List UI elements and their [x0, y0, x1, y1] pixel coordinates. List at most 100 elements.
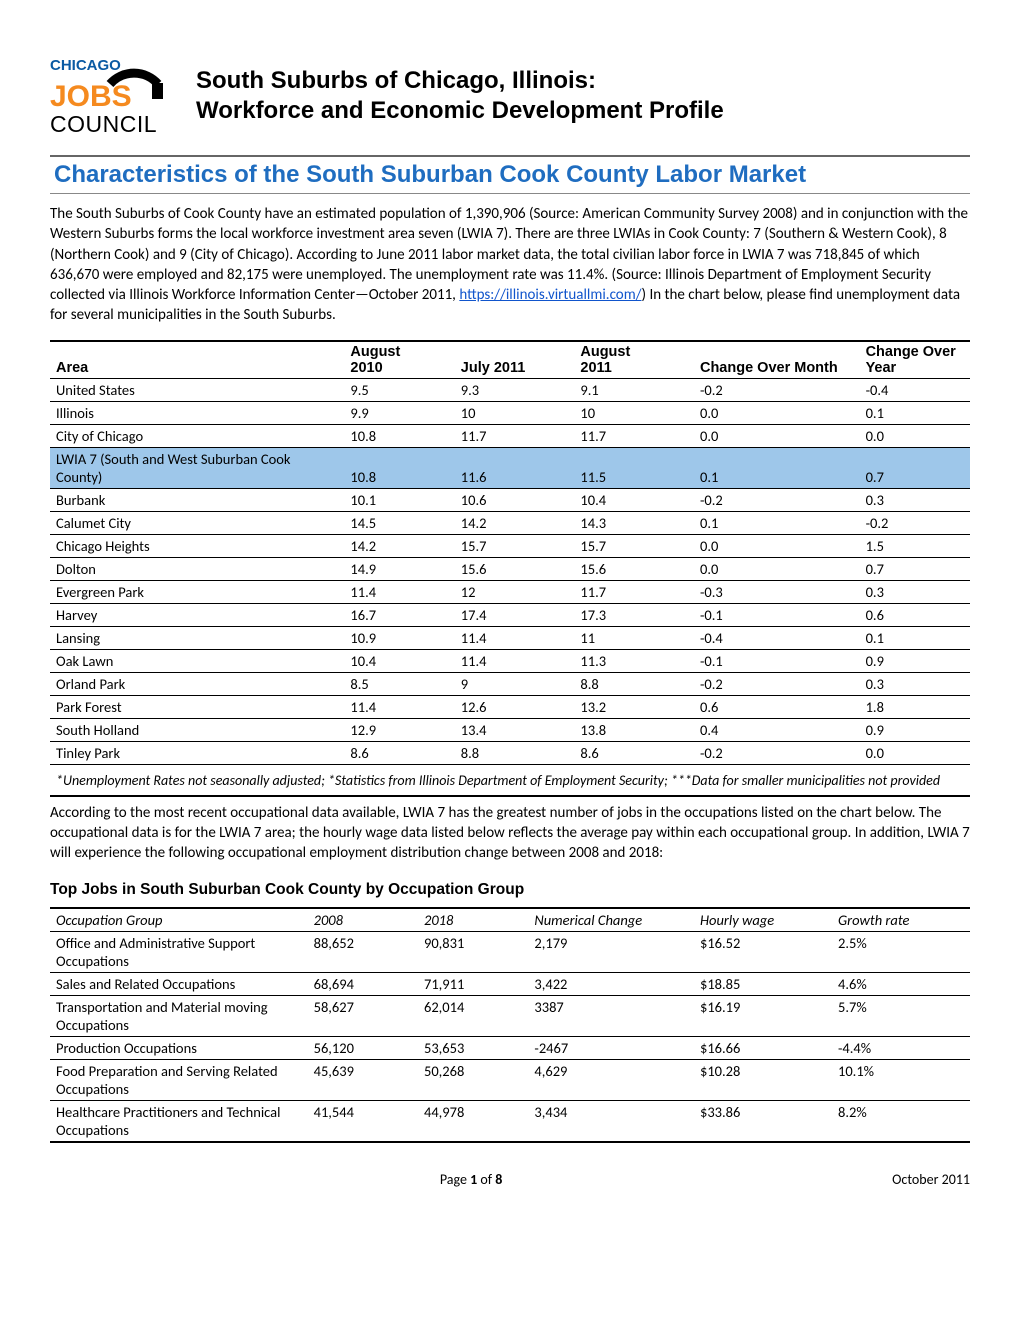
table-cell: United States — [50, 378, 344, 401]
table-row: LWIA 7 (South and West Suburban Cook Cou… — [50, 447, 970, 488]
table-cell: 15.7 — [455, 534, 575, 557]
table-cell: -0.3 — [694, 580, 860, 603]
table-row: Illinois9.910100.00.1 — [50, 401, 970, 424]
table-cell: 0.0 — [694, 401, 860, 424]
table-cell: 17.4 — [455, 603, 575, 626]
table-header: Hourly wage — [694, 909, 832, 932]
page-number: Page 1 of 8 — [440, 1171, 502, 1188]
table-cell: $33.86 — [694, 1101, 832, 1142]
page-footer: Page 1 of 8 October 2011 — [50, 1171, 970, 1188]
table-cell: 8.8 — [455, 741, 575, 764]
table-header: Occupation Group — [50, 909, 308, 932]
header-row: CHICAGO JOBS COUNCIL South Suburbs of Ch… — [50, 50, 970, 141]
table-cell: 14.2 — [455, 511, 575, 534]
table-cell: City of Chicago — [50, 424, 344, 447]
table-cell: 50,268 — [418, 1060, 528, 1101]
table-cell: 14.9 — [344, 557, 454, 580]
unemployment-table-wrap: AreaAugust2010July 2011August2011Change … — [50, 340, 970, 797]
table-cell: 12 — [455, 580, 575, 603]
table-cell: 4,629 — [528, 1060, 694, 1101]
logo-chicago-jobs-council: CHICAGO JOBS COUNCIL — [50, 50, 178, 141]
table-row: Calumet City14.514.214.30.1-0.2 — [50, 511, 970, 534]
table-cell: 15.6 — [455, 557, 575, 580]
table-cell: 53,653 — [418, 1037, 528, 1060]
section-heading: Characteristics of the South Suburban Co… — [50, 155, 970, 194]
table-cell: -0.4 — [694, 626, 860, 649]
table-cell: 5.7% — [832, 996, 970, 1037]
table-cell: -0.4 — [860, 378, 970, 401]
table-cell: 0.1 — [860, 401, 970, 424]
logo-svg: CHICAGO JOBS COUNCIL — [50, 50, 178, 136]
table-cell: -0.2 — [694, 488, 860, 511]
unemployment-thead: AreaAugust2010July 2011August2011Change … — [50, 342, 970, 379]
table-cell: 9.3 — [455, 378, 575, 401]
table-row: Transportation and Material moving Occup… — [50, 996, 970, 1037]
footer-date: October 2011 — [892, 1171, 970, 1188]
table-cell: 0.0 — [694, 534, 860, 557]
table-cell: 11.7 — [455, 424, 575, 447]
table-row: Office and Administrative Support Occupa… — [50, 932, 970, 973]
table-cell: 90,831 — [418, 932, 528, 973]
table-row: City of Chicago10.811.711.70.00.0 — [50, 424, 970, 447]
table-cell: 8.6 — [344, 741, 454, 764]
occupations-table: Occupation Group20082018Numerical Change… — [50, 909, 970, 1142]
table-cell: 56,120 — [308, 1037, 418, 1060]
table-cell: LWIA 7 (South and West Suburban Cook Cou… — [50, 447, 344, 488]
table-cell: 1.5 — [860, 534, 970, 557]
table-cell: Evergreen Park — [50, 580, 344, 603]
table-cell: Park Forest — [50, 695, 344, 718]
table-cell: 12.6 — [455, 695, 575, 718]
table-cell: 11 — [574, 626, 694, 649]
table-cell: 10.9 — [344, 626, 454, 649]
table-cell: 0.7 — [860, 557, 970, 580]
table-row: Food Preparation and Serving Related Occ… — [50, 1060, 970, 1101]
table-cell: 9.5 — [344, 378, 454, 401]
logo-jobs-text: JOBS — [50, 80, 132, 113]
table-cell: 10.1 — [344, 488, 454, 511]
table-cell: 0.1 — [694, 511, 860, 534]
table-cell: 0.0 — [860, 424, 970, 447]
intro-paragraph: The South Suburbs of Cook County have an… — [50, 204, 970, 326]
table-cell: -2467 — [528, 1037, 694, 1060]
table-cell: 10 — [574, 401, 694, 424]
table-cell: 8.8 — [574, 672, 694, 695]
table-cell: South Holland — [50, 718, 344, 741]
table-cell: 10.6 — [455, 488, 575, 511]
logo-block — [152, 83, 163, 99]
table-cell: 14.5 — [344, 511, 454, 534]
table-cell: 16.7 — [344, 603, 454, 626]
title-block: South Suburbs of Chicago, Illinois: Work… — [196, 66, 724, 126]
table-cell: 10.8 — [344, 424, 454, 447]
table-row: Tinley Park8.68.88.6-0.20.0 — [50, 741, 970, 764]
unemployment-table: AreaAugust2010July 2011August2011Change … — [50, 342, 970, 765]
unemployment-tbody: United States9.59.39.1-0.2-0.4Illinois9.… — [50, 378, 970, 764]
table-cell: 13.2 — [574, 695, 694, 718]
table-cell: Transportation and Material moving Occup… — [50, 996, 308, 1037]
table-cell: 0.0 — [694, 424, 860, 447]
table-cell: 12.9 — [344, 718, 454, 741]
occupations-tbody: Office and Administrative Support Occupa… — [50, 932, 970, 1142]
table-cell: $16.66 — [694, 1037, 832, 1060]
table-row: Production Occupations56,12053,653-2467$… — [50, 1037, 970, 1060]
table-cell: Production Occupations — [50, 1037, 308, 1060]
intro-link[interactable]: https://illinois.virtuallmi.com/ — [459, 286, 641, 304]
table-cell: 14.3 — [574, 511, 694, 534]
table-cell: 11.4 — [344, 580, 454, 603]
table-cell: -0.2 — [860, 511, 970, 534]
table-cell: 0.1 — [860, 626, 970, 649]
table-row: Lansing10.911.411-0.40.1 — [50, 626, 970, 649]
table-cell: 3,434 — [528, 1101, 694, 1142]
table-cell: 0.0 — [860, 741, 970, 764]
table-cell: 44,978 — [418, 1101, 528, 1142]
table-cell: 10.4 — [574, 488, 694, 511]
occupations-thead: Occupation Group20082018Numerical Change… — [50, 909, 970, 932]
table-cell: 9.9 — [344, 401, 454, 424]
table-row: Evergreen Park11.41211.7-0.30.3 — [50, 580, 970, 603]
table-cell: Chicago Heights — [50, 534, 344, 557]
table-cell: 2,179 — [528, 932, 694, 973]
table-cell: 41,544 — [308, 1101, 418, 1142]
table-cell: 3,422 — [528, 973, 694, 996]
table-cell: 0.4 — [694, 718, 860, 741]
logo-council-text: COUNCIL — [50, 111, 157, 136]
logo-chicago-text: CHICAGO — [50, 57, 121, 74]
